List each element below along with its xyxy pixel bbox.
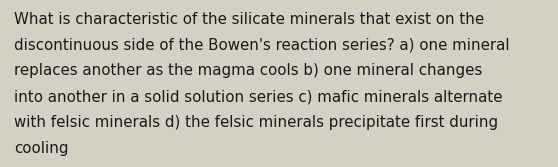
Text: replaces another as the magma cools b) one mineral changes: replaces another as the magma cools b) o… bbox=[14, 63, 482, 78]
Text: What is characteristic of the silicate minerals that exist on the: What is characteristic of the silicate m… bbox=[14, 12, 484, 27]
Text: discontinuous side of the Bowen's reaction series? a) one mineral: discontinuous side of the Bowen's reacti… bbox=[14, 38, 509, 53]
Text: with felsic minerals d) the felsic minerals precipitate first during: with felsic minerals d) the felsic miner… bbox=[14, 115, 498, 130]
Text: into another in a solid solution series c) mafic minerals alternate: into another in a solid solution series … bbox=[14, 89, 502, 104]
Text: cooling: cooling bbox=[14, 141, 69, 156]
